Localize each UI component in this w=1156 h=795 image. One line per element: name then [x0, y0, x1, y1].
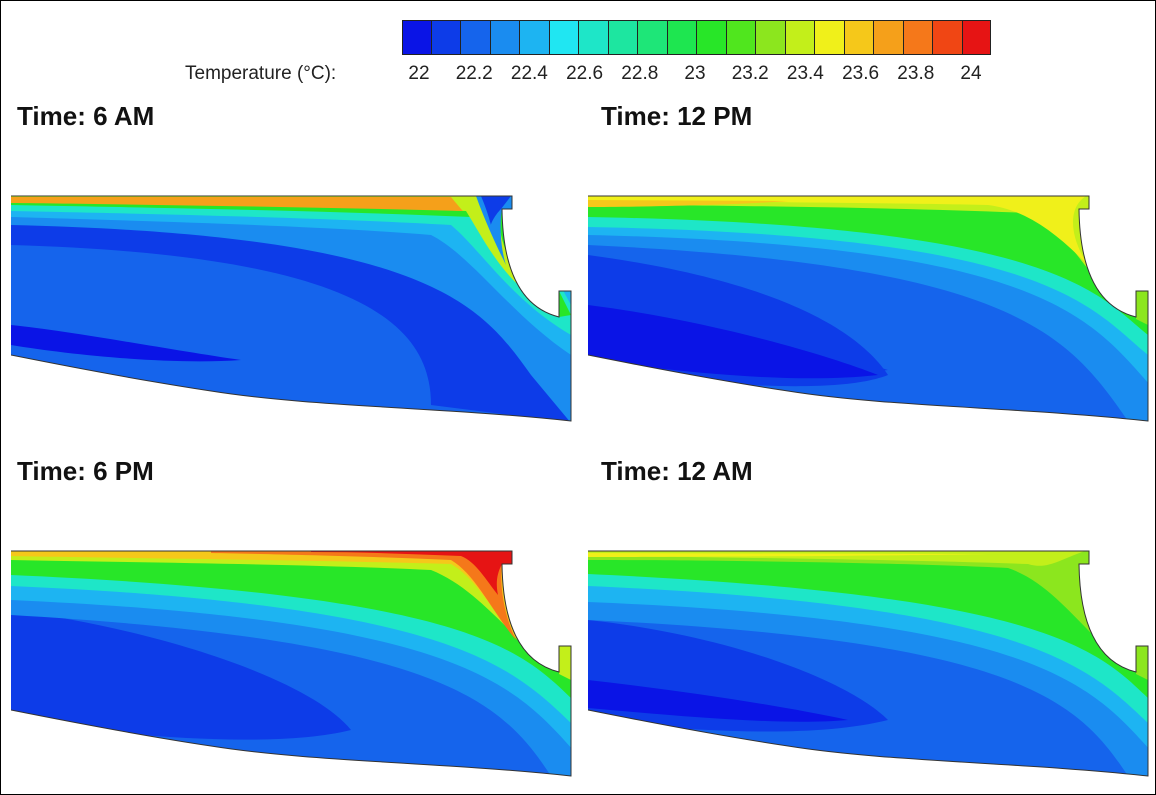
colorbar-segment [874, 20, 904, 55]
colorbar-segment [844, 20, 874, 55]
panel-title-12pm: Time: 12 PM [601, 101, 753, 131]
colorbar-segment [579, 20, 609, 55]
colorbar-segment [785, 20, 815, 55]
colorbar-segment [933, 20, 963, 55]
colorbar-segment [638, 20, 668, 55]
panel-title-6am: Time: 6 AM [17, 101, 155, 131]
panel-title-6pm: Time: 6 PM [17, 456, 154, 486]
colorbar-segment [815, 20, 845, 55]
colorbar-segment [608, 20, 638, 55]
colorbar-tick-label: 24 [960, 63, 982, 84]
colorbar-segment [726, 20, 756, 55]
colorbar-segment [461, 20, 491, 55]
colorbar-tick-label: 22.8 [621, 63, 659, 84]
colorbar-tick-label: 23 [684, 63, 706, 84]
contour-plot-12pm [588, 195, 1149, 422]
colorbar-segment [903, 20, 933, 55]
colorbar-segment [402, 20, 432, 55]
colorbar-tick-label: 23.2 [731, 63, 769, 84]
colorbar-segment [667, 20, 697, 55]
colorbar-tick-label: 22.4 [510, 63, 548, 84]
colorbar-tick-label: 23.4 [786, 63, 824, 84]
colorbar-segment [490, 20, 520, 55]
contour-plot-6pm [11, 550, 572, 777]
contour-plot-12am [588, 550, 1149, 777]
temperature-colorbar [402, 20, 991, 55]
colorbar-segment [962, 20, 991, 55]
contour-plot-6am [11, 195, 572, 422]
colorbar-tick-label: 23.8 [897, 63, 935, 84]
colorbar-segment [431, 20, 461, 55]
colorbar-tick-label: 22.2 [455, 63, 493, 84]
colorbar-segment [520, 20, 550, 55]
colorbar-segment [697, 20, 727, 55]
legend-title: Temperature (°C): [185, 63, 337, 84]
colorbar-tick-label: 22.6 [566, 63, 604, 84]
colorbar-segment [756, 20, 786, 55]
colorbar-tick-label: 23.6 [842, 63, 880, 84]
colorbar-segment [549, 20, 579, 55]
panel-title-12am: Time: 12 AM [601, 456, 753, 486]
colorbar-tick-label: 22 [408, 63, 430, 84]
